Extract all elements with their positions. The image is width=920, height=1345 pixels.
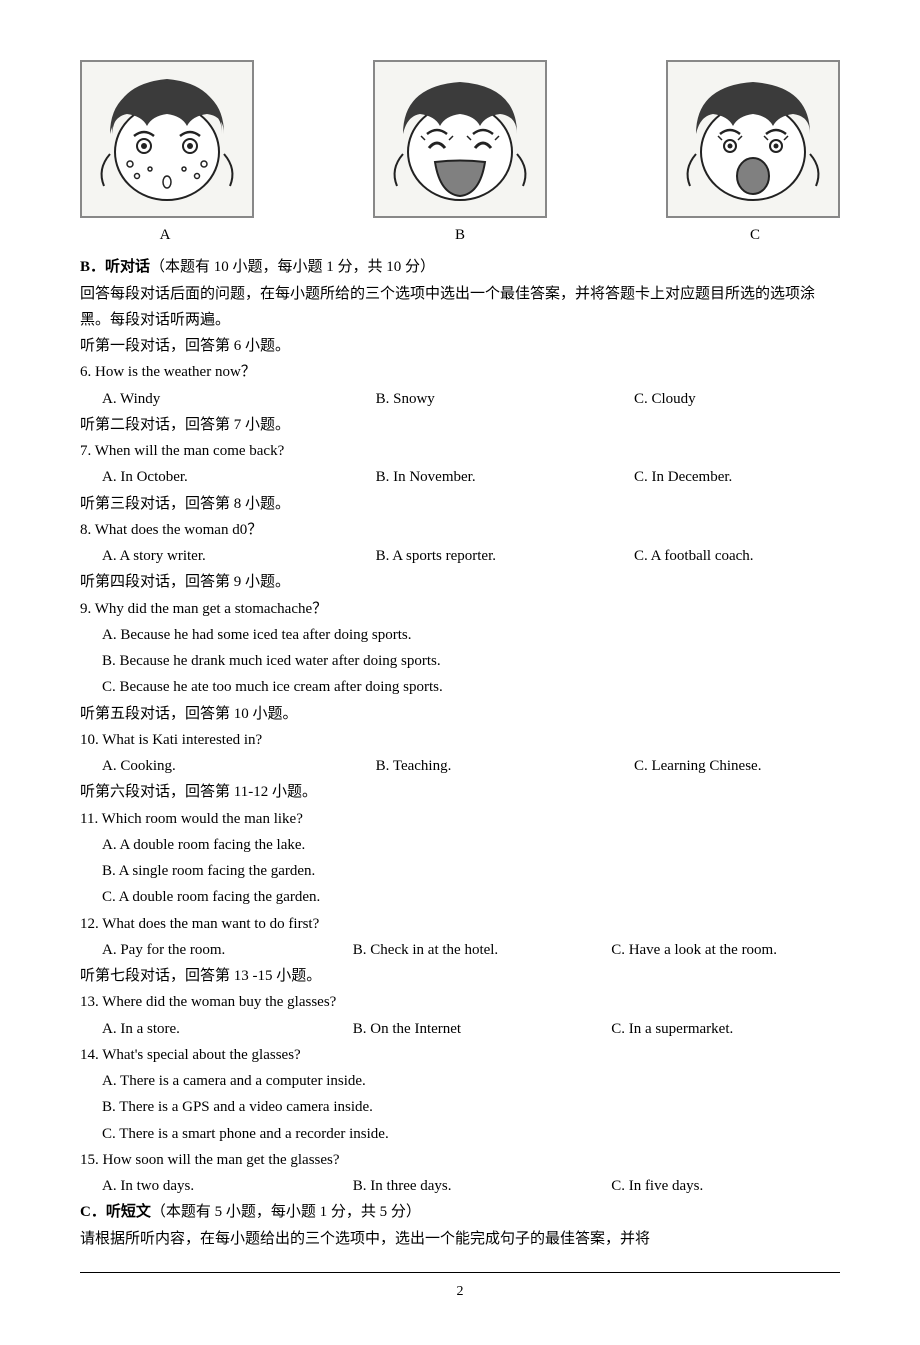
dialogue-4-intro: 听第四段对话，回答第 9 小题。: [80, 569, 840, 595]
section-b-title: B．听对话: [80, 259, 150, 275]
question-14: 14. What's special about the glasses?: [80, 1042, 840, 1068]
question-12-options: A. Pay for the room. B. Check in at the …: [80, 937, 840, 963]
question-8-options: A. A story writer. B. A sports reporter.…: [80, 543, 840, 569]
question-8: 8. What does the woman d0？: [80, 517, 840, 543]
question-7-options: A. In October. B. In November. C. In Dec…: [80, 464, 840, 490]
question-9: 9. Why did the man get a stomachache？: [80, 596, 840, 622]
section-c-paren: （本题有 5 小题，每小题 1 分，共 5 分）: [151, 1204, 421, 1220]
question-10: 10. What is Kati interested in?: [80, 727, 840, 753]
q9-option-c: C. Because he ate too much ice cream aft…: [80, 674, 840, 700]
page-number: 2: [80, 1280, 840, 1305]
face-label-a: A: [80, 222, 250, 248]
question-6: 6. How is the weather now？: [80, 359, 840, 385]
q10-option-c: C. Learning Chinese.: [634, 753, 862, 779]
face-labels-row: A B C: [80, 222, 840, 248]
q12-option-a: A. Pay for the room.: [80, 937, 353, 963]
q7-option-a: A. In October.: [80, 464, 376, 490]
question-13-options: A. In a store. B. On the Internet C. In …: [80, 1016, 840, 1042]
question-13: 13. Where did the woman buy the glasses?: [80, 989, 840, 1015]
q11-option-c: C. A double room facing the garden.: [80, 884, 840, 910]
q8-option-b: B. A sports reporter.: [376, 543, 634, 569]
face-surprised-icon: [678, 64, 828, 214]
q14-option-c: C. There is a smart phone and a recorder…: [80, 1121, 840, 1147]
section-b-instructions: 回答每段对话后面的问题，在每小题所给的三个选项中选出一个最佳答案，并将答题卡上对…: [80, 281, 840, 334]
question-15-options: A. In two days. B. In three days. C. In …: [80, 1173, 840, 1199]
q14-option-b: B. There is a GPS and a video camera ins…: [80, 1094, 840, 1120]
face-crying-icon: [92, 64, 242, 214]
section-b-paren: （本题有 10 小题，每小题 1 分，共 10 分）: [150, 259, 435, 275]
q9-option-a: A. Because he had some iced tea after do…: [80, 622, 840, 648]
face-label-c: C: [670, 222, 840, 248]
dialogue-5-intro: 听第五段对话，回答第 10 小题。: [80, 701, 840, 727]
q6-option-b: B. Snowy: [376, 386, 634, 412]
q12-option-b: B. Check in at the hotel.: [353, 937, 611, 963]
q8-option-c: C. A football coach.: [634, 543, 862, 569]
dialogue-1-intro: 听第一段对话，回答第 6 小题。: [80, 333, 840, 359]
q13-option-c: C. In a supermarket.: [611, 1016, 862, 1042]
footer-rule: [80, 1272, 840, 1273]
q10-option-a: A. Cooking.: [80, 753, 376, 779]
face-label-b: B: [375, 222, 545, 248]
q7-option-b: B. In November.: [376, 464, 634, 490]
question-15: 15. How soon will the man get the glasse…: [80, 1147, 840, 1173]
q15-option-b: B. In three days.: [353, 1173, 611, 1199]
q7-option-c: C. In December.: [634, 464, 862, 490]
q9-option-b: B. Because he drank much iced water afte…: [80, 648, 840, 674]
face-c: [666, 60, 840, 218]
dialogue-2-intro: 听第二段对话，回答第 7 小题。: [80, 412, 840, 438]
question-10-options: A. Cooking. B. Teaching. C. Learning Chi…: [80, 753, 840, 779]
q6-option-c: C. Cloudy: [634, 386, 862, 412]
face-a: [80, 60, 254, 218]
q13-option-a: A. In a store.: [80, 1016, 353, 1042]
section-b-heading: B．听对话（本题有 10 小题，每小题 1 分，共 10 分）: [80, 254, 840, 280]
face-images-row: [80, 60, 840, 218]
q15-option-c: C. In five days.: [611, 1173, 862, 1199]
section-c-title: C．听短文: [80, 1204, 151, 1220]
q15-option-a: A. In two days.: [80, 1173, 353, 1199]
question-7: 7. When will the man come back?: [80, 438, 840, 464]
q14-option-a: A. There is a camera and a computer insi…: [80, 1068, 840, 1094]
q8-option-a: A. A story writer.: [80, 543, 376, 569]
face-b: [373, 60, 547, 218]
question-11: 11. Which room would the man like?: [80, 806, 840, 832]
q12-option-c: C. Have a look at the room.: [611, 937, 862, 963]
q11-option-b: B. A single room facing the garden.: [80, 858, 840, 884]
dialogue-6-intro: 听第六段对话，回答第 11-12 小题。: [80, 779, 840, 805]
question-6-options: A. Windy B. Snowy C. Cloudy: [80, 386, 840, 412]
q10-option-b: B. Teaching.: [376, 753, 634, 779]
q11-option-a: A. A double room facing the lake.: [80, 832, 840, 858]
question-12: 12. What does the man want to do first?: [80, 911, 840, 937]
dialogue-7-intro: 听第七段对话，回答第 13 -15 小题。: [80, 963, 840, 989]
section-c-heading: C．听短文（本题有 5 小题，每小题 1 分，共 5 分）: [80, 1199, 840, 1225]
section-c-instructions: 请根据所听内容，在每小题给出的三个选项中，选出一个能完成句子的最佳答案，并将: [80, 1226, 840, 1252]
q6-option-a: A. Windy: [80, 386, 376, 412]
q13-option-b: B. On the Internet: [353, 1016, 611, 1042]
dialogue-3-intro: 听第三段对话，回答第 8 小题。: [80, 491, 840, 517]
face-laughing-icon: [385, 64, 535, 214]
